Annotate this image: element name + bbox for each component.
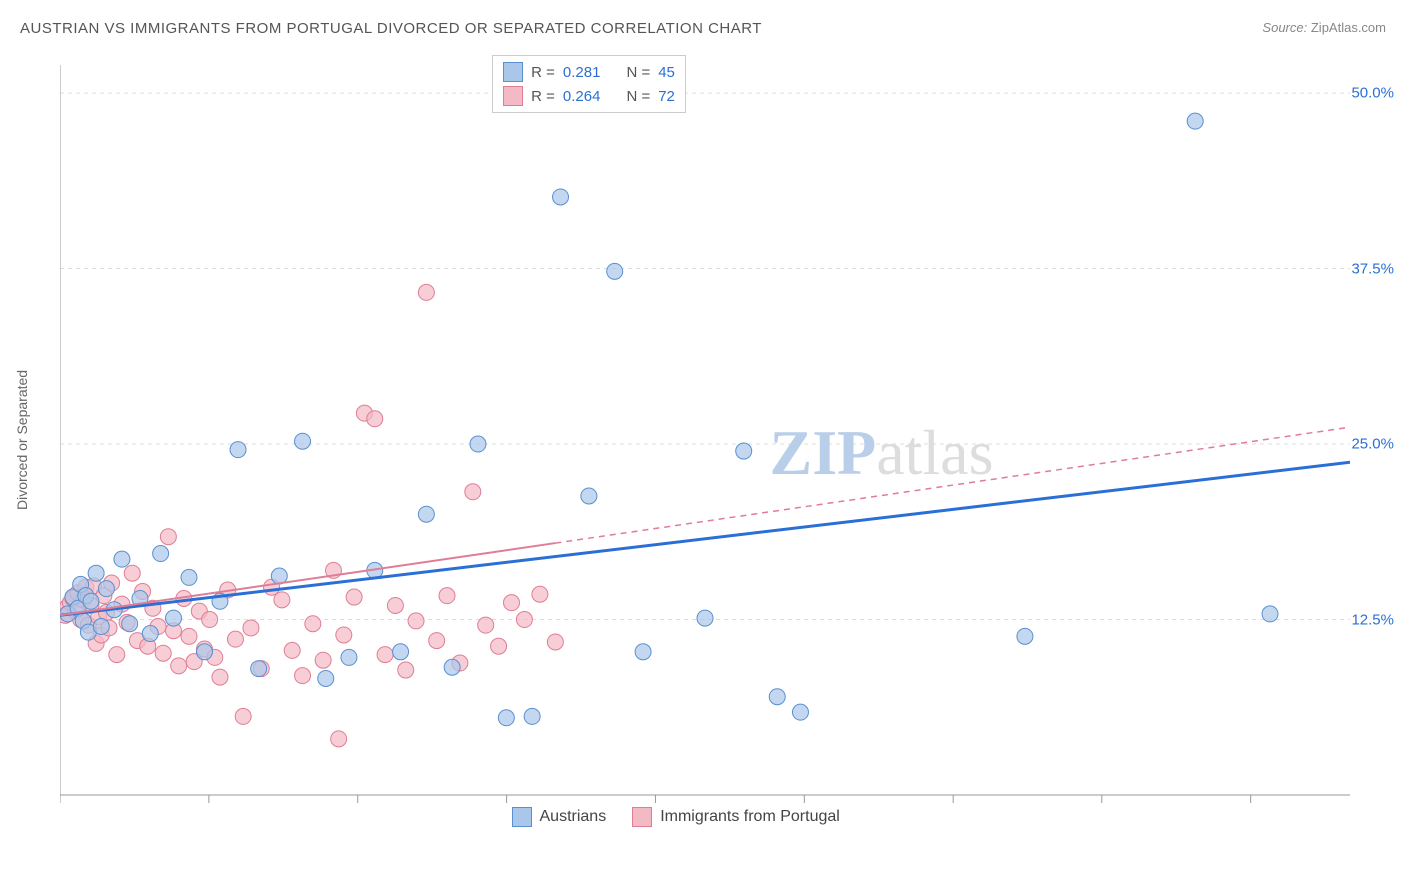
- chart-container: AUSTRIAN VS IMMIGRANTS FROM PORTUGAL DIV…: [0, 0, 1406, 892]
- correlation-legend: R = 0.281 N = 45 R = 0.264 N = 72: [492, 55, 686, 113]
- source-value: ZipAtlas.com: [1311, 20, 1386, 35]
- legend-swatch: [503, 86, 523, 106]
- legend-row: R = 0.264 N = 72: [503, 84, 675, 108]
- y-tick-label: 25.0%: [1351, 436, 1394, 453]
- source-label: Source:: [1262, 20, 1307, 35]
- series-legend-item: Immigrants from Portugal: [632, 807, 840, 827]
- series-legend-item: Austrians: [512, 807, 607, 827]
- source-attribution: Source: ZipAtlas.com: [1262, 20, 1386, 35]
- legend-row: R = 0.281 N = 45: [503, 60, 675, 84]
- legend-r-value: 0.264: [563, 88, 601, 105]
- y-tick-label: 50.0%: [1351, 85, 1394, 102]
- scatter-plot: [60, 55, 1350, 825]
- series-legend-label: Austrians: [540, 808, 607, 826]
- legend-n-value: 72: [658, 88, 675, 105]
- legend-n-label: N =: [626, 88, 650, 105]
- legend-swatch: [512, 807, 532, 827]
- legend-swatch: [632, 807, 652, 827]
- series-legend: Austrians Immigrants from Portugal: [512, 807, 840, 827]
- y-tick-label: 12.5%: [1351, 611, 1394, 628]
- legend-r-label: R =: [531, 64, 555, 81]
- y-tick-label: 37.5%: [1351, 260, 1394, 277]
- legend-swatch: [503, 62, 523, 82]
- legend-r-value: 0.281: [563, 64, 601, 81]
- series-legend-label: Immigrants from Portugal: [660, 808, 840, 826]
- legend-n-label: N =: [626, 64, 650, 81]
- y-axis-label: Divorced or Separated: [14, 55, 30, 825]
- legend-n-value: 45: [658, 64, 675, 81]
- legend-r-label: R =: [531, 88, 555, 105]
- chart-title: AUSTRIAN VS IMMIGRANTS FROM PORTUGAL DIV…: [20, 20, 762, 37]
